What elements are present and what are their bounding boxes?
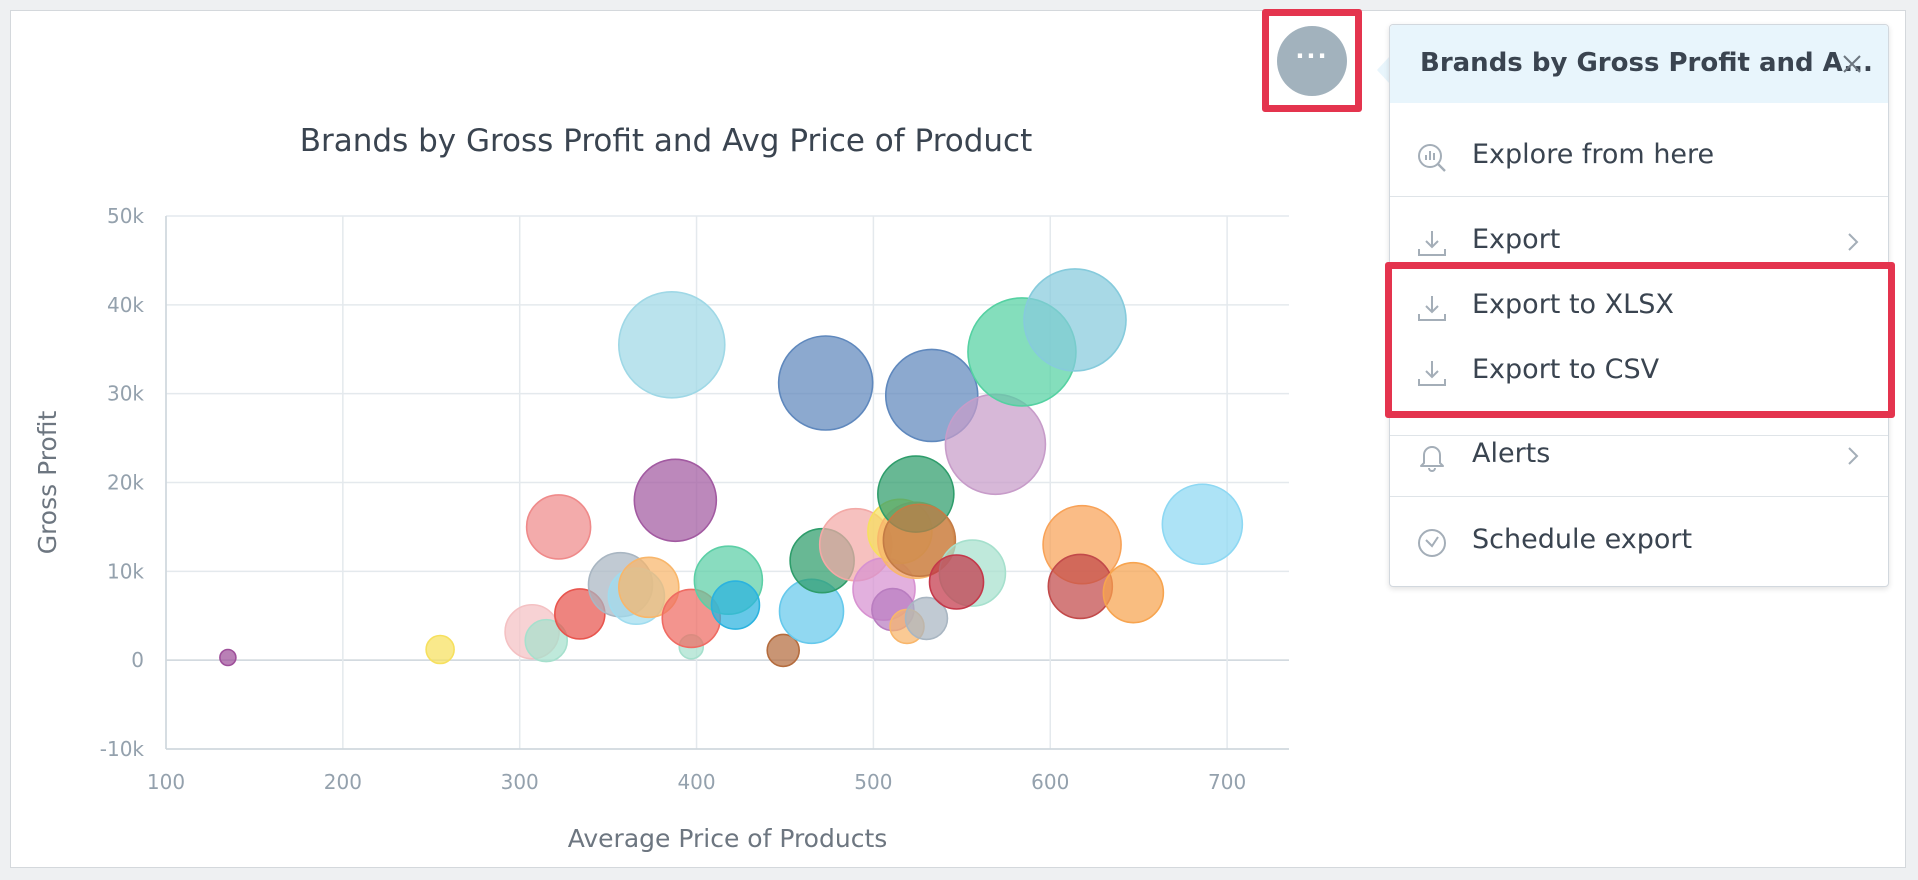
bubble-point[interactable] <box>425 634 455 665</box>
menu-divider <box>1390 496 1888 497</box>
menu-divider <box>1390 196 1888 197</box>
explore-chart-icon <box>1418 144 1446 172</box>
y-tick-label: -10k <box>100 737 145 761</box>
chart-title: Brands by Gross Profit and Avg Price of … <box>299 123 1033 159</box>
more-options-button[interactable]: ··· <box>1277 26 1347 96</box>
bubble-point[interactable] <box>710 580 761 630</box>
menu-item-explore[interactable]: Explore from here <box>1390 124 1888 188</box>
bubble-point[interactable] <box>618 556 680 619</box>
more-options-icon: ··· <box>1295 42 1329 70</box>
menu-item-label: Alerts <box>1472 438 1551 469</box>
menu-item-label: Export <box>1472 224 1561 255</box>
menu-item-label: Export to CSV <box>1472 354 1660 385</box>
menu-item-export-csv[interactable]: Export to CSV <box>1390 339 1888 403</box>
bubble-point[interactable] <box>524 618 569 663</box>
bubble-point[interactable] <box>766 633 801 668</box>
y-tick-label: 0 <box>131 648 144 672</box>
bubble-point[interactable] <box>777 335 874 431</box>
chevron-right-icon <box>1848 233 1859 251</box>
bubble-point[interactable] <box>617 291 726 399</box>
x-tick-label: 100 <box>147 770 185 794</box>
chevron-right-icon <box>1848 447 1859 465</box>
bubble-point[interactable] <box>1161 483 1244 566</box>
chart-bubbles <box>219 268 1244 668</box>
x-tick-label: 400 <box>677 770 715 794</box>
y-tick-label: 30k <box>107 382 144 406</box>
menu-item-export[interactable]: Export <box>1390 209 1888 273</box>
chart-grid <box>165 215 1289 750</box>
bubble-point[interactable] <box>1102 561 1165 624</box>
x-axis-label: Average Price of Products <box>568 824 888 853</box>
close-icon[interactable] <box>1838 50 1866 78</box>
bubble-point[interactable] <box>554 588 606 640</box>
bubble-point[interactable] <box>633 458 718 543</box>
x-tick-label: 500 <box>854 770 892 794</box>
bell-icon <box>1420 446 1444 472</box>
bubble-point[interactable] <box>904 596 949 641</box>
x-tick-label: 300 <box>501 770 539 794</box>
bubble-point[interactable] <box>1023 268 1127 372</box>
bubble-point[interactable] <box>928 554 985 610</box>
x-tick-label: 200 <box>324 770 362 794</box>
clock-icon <box>1418 529 1446 557</box>
bubble-point[interactable] <box>882 503 957 578</box>
menu-item-label: Schedule export <box>1472 524 1693 555</box>
bubble-point[interactable] <box>219 648 237 667</box>
menu-header: Brands by Gross Profit and A... <box>1390 25 1888 103</box>
download-icon <box>1418 231 1446 256</box>
menu-item-alerts[interactable]: Alerts <box>1390 423 1888 487</box>
menu-divider <box>1390 435 1888 436</box>
menu-item-label: Export to XLSX <box>1472 289 1674 320</box>
menu-title: Brands by Gross Profit and A... <box>1420 48 1873 78</box>
y-tick-label: 10k <box>107 559 144 583</box>
menu-pointer <box>1377 56 1390 84</box>
highlight-export-options <box>1385 262 1895 418</box>
bubble-point[interactable] <box>944 393 1047 496</box>
bubble-point[interactable] <box>1047 553 1114 620</box>
x-tick-label: 600 <box>1031 770 1069 794</box>
x-tick-label: 700 <box>1208 770 1246 794</box>
y-tick-label: 40k <box>107 293 144 317</box>
y-tick-label: 50k <box>107 204 144 228</box>
menu-item-label: Explore from here <box>1472 139 1715 170</box>
options-menu: Brands by Gross Profit and A... Explore … <box>1389 24 1889 587</box>
download-icon <box>1418 361 1446 386</box>
menu-item-export-xlsx[interactable]: Export to XLSX <box>1390 274 1888 338</box>
highlight-options-button <box>1262 9 1362 112</box>
y-axis-label: Gross Profit <box>33 411 62 555</box>
download-icon <box>1418 296 1446 321</box>
y-tick-label: 20k <box>107 471 144 495</box>
bubble-point[interactable] <box>525 494 592 560</box>
menu-item-schedule-export[interactable]: Schedule export <box>1390 509 1888 573</box>
